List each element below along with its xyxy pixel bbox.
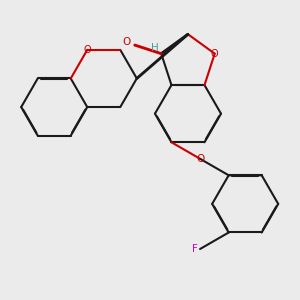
Text: O: O — [211, 49, 218, 59]
Text: O: O — [123, 38, 131, 47]
Text: O: O — [83, 45, 91, 55]
Text: F: F — [192, 244, 198, 254]
Text: H: H — [151, 43, 159, 52]
Text: O: O — [196, 154, 204, 164]
